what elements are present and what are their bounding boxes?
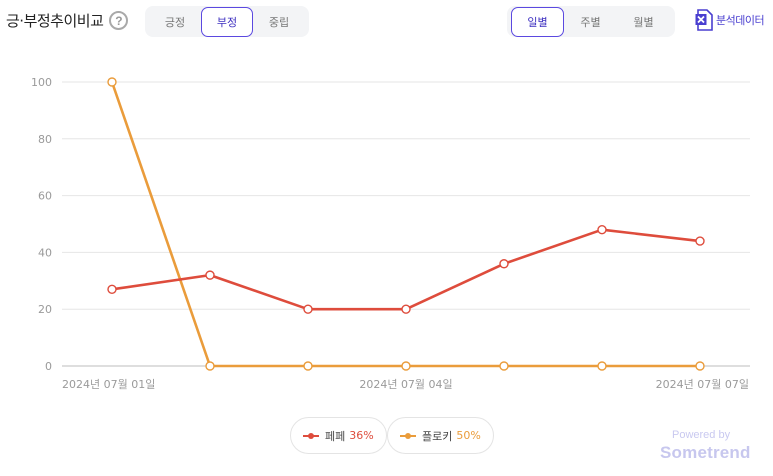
series-line [111,228,701,311]
page-title: 긍·부정추이비교 [6,12,104,30]
gridlines [62,81,750,367]
period-tabs: 일별 주별 월별 [507,6,675,37]
tab-negative[interactable]: 부정 [201,6,253,37]
data-point[interactable] [401,361,411,371]
excel-icon [695,9,713,31]
chart-header: 긍·부정추이비교 ? [6,10,129,31]
y-tick-label: 60 [38,190,52,203]
y-tick-label: 80 [38,133,52,146]
data-point[interactable] [107,284,117,295]
legend-series-name: 플로키 [422,429,453,443]
data-point[interactable] [695,361,705,371]
tab-monthly[interactable]: 월별 [633,15,654,29]
x-axis-ticks: 2024년 07월 01일 2024년 07월 04일 2024년 07월 07일 [62,377,749,391]
powered-by-label: Powered by [672,429,731,441]
x-tick-label: 2024년 07월 04일 [359,377,452,391]
data-point[interactable] [303,304,313,314]
sentiment-tabs: 긍정 부정 중립 [145,6,309,37]
series-line [110,81,700,368]
legend-marker-pepe [303,432,319,440]
series-1 [107,77,705,371]
export-data-button[interactable]: 분석데이터 [695,9,765,31]
help-icon[interactable]: ? [109,11,129,30]
export-data-label: 분석데이터 [716,14,765,27]
y-tick-label: 40 [38,246,52,259]
data-point[interactable] [401,304,411,314]
legend-item-floki[interactable]: 플로키 50% [387,417,494,454]
y-axis-ticks: 0 20 40 60 80 100 [31,76,52,373]
x-tick-label: 2024년 07월 01일 [62,377,155,391]
data-point[interactable] [205,270,215,280]
data-point[interactable] [695,236,705,246]
data-point[interactable] [303,361,313,371]
data-point[interactable] [107,77,117,87]
y-tick-label: 100 [31,76,52,89]
tab-daily[interactable]: 일별 [511,6,564,37]
data-point[interactable] [499,259,509,269]
legend-series-name: 페페 [325,429,346,443]
y-tick-label: 20 [38,303,52,316]
series-0 [107,224,705,314]
series-lines [107,77,705,371]
data-point[interactable] [597,224,607,235]
legend-series-share: 36% [349,429,374,442]
tab-neutral[interactable]: 중립 [268,15,290,29]
data-point[interactable] [499,361,509,371]
brand-logo: Sometrend [660,443,751,462]
x-tick-label: 2024년 07월 07일 [656,377,749,391]
legend-item-pepe[interactable]: 페페 36% [290,417,387,454]
tab-weekly[interactable]: 주별 [580,15,601,29]
legend-marker-floki [400,432,416,440]
data-point[interactable] [205,361,215,371]
data-point[interactable] [597,361,607,371]
y-tick-label: 0 [45,360,52,373]
tab-positive[interactable]: 긍정 [164,15,186,29]
legend-series-share: 50% [456,429,481,442]
